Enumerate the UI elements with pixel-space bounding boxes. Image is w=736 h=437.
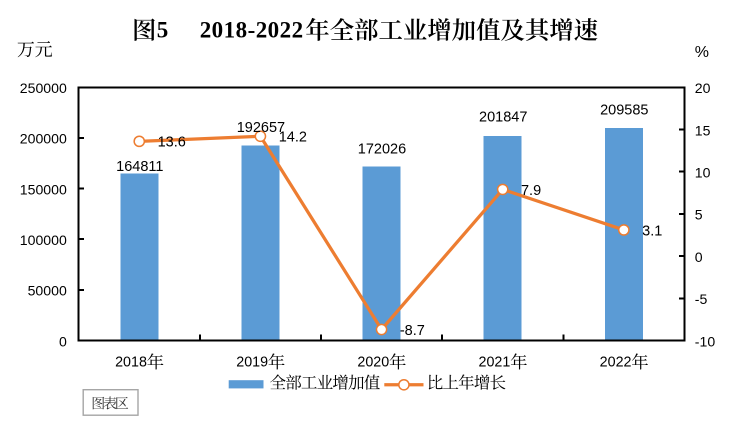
- svg-text:2018: 2018: [115, 355, 147, 371]
- svg-text:20: 20: [695, 80, 711, 96]
- svg-text:2021: 2021: [479, 355, 511, 371]
- svg-text:%: %: [695, 44, 709, 61]
- svg-text:250000: 250000: [20, 80, 67, 96]
- svg-text:0: 0: [59, 333, 67, 349]
- svg-text:164811: 164811: [116, 159, 163, 175]
- svg-text:2020: 2020: [357, 355, 389, 371]
- svg-text:3.1: 3.1: [642, 223, 662, 239]
- svg-text:2018-2022: 2018-2022: [200, 18, 303, 43]
- svg-text:-5: -5: [695, 291, 708, 307]
- svg-text:5: 5: [695, 207, 703, 223]
- svg-text:14.2: 14.2: [279, 130, 307, 146]
- svg-text:-8.7: -8.7: [400, 323, 425, 339]
- svg-text:5: 5: [157, 18, 169, 43]
- svg-text:209585: 209585: [600, 103, 648, 119]
- svg-text:50000: 50000: [28, 283, 67, 299]
- svg-text:2019: 2019: [236, 355, 268, 371]
- svg-text:2022: 2022: [600, 355, 632, 371]
- svg-text:13.6: 13.6: [158, 135, 186, 151]
- svg-text:10: 10: [695, 165, 711, 181]
- svg-text:201847: 201847: [479, 110, 527, 126]
- svg-text:15: 15: [695, 122, 711, 138]
- svg-text:-10: -10: [695, 333, 716, 349]
- svg-text:0: 0: [695, 249, 703, 265]
- svg-text:172026: 172026: [358, 141, 406, 157]
- svg-text:150000: 150000: [20, 181, 67, 197]
- svg-text:7.9: 7.9: [521, 183, 541, 199]
- svg-text:100000: 100000: [20, 232, 67, 248]
- svg-text:200000: 200000: [20, 131, 67, 147]
- svg-text:192657: 192657: [237, 120, 285, 136]
